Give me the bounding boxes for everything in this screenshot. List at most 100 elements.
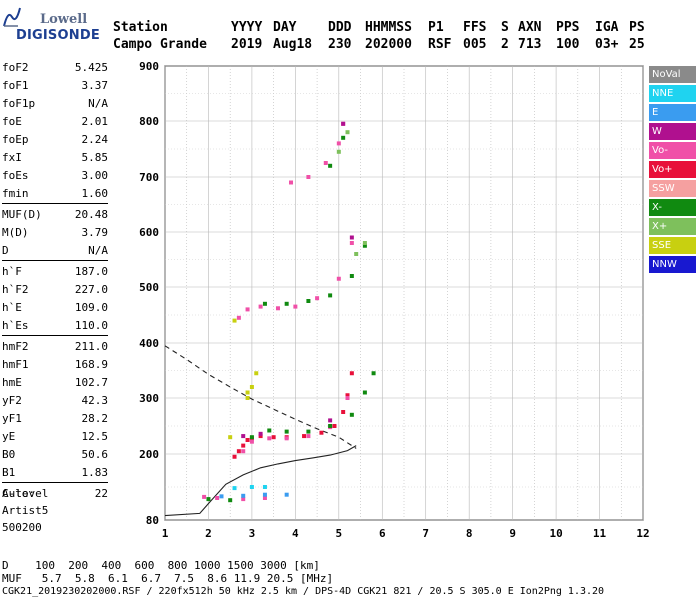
logo-wave-icon (3, 7, 21, 27)
y-tick-label: 500 (139, 281, 159, 294)
echo-point-x- (362, 390, 367, 395)
echo-point-vo- (258, 304, 263, 309)
param-label: foF1p (2, 96, 36, 110)
auto-program: Artist5 (2, 504, 49, 517)
echo-point-vo- (236, 449, 241, 454)
param-label: foF1 (2, 78, 29, 92)
echo-point-x- (362, 241, 367, 245)
echo-point-x- (206, 497, 211, 502)
logo-digisonde-text: DIGISONDE (16, 28, 100, 43)
echo-point-x- (328, 424, 333, 428)
echo-point-x- (249, 435, 254, 440)
auto-scaling-info: Auto: Artist5 500200 (2, 485, 48, 536)
param-label: h`Es (2, 318, 29, 332)
echo-point-vo- (336, 141, 341, 146)
param-divider (2, 203, 108, 204)
param-row: h`F2 227.0 (2, 280, 108, 298)
legend-item-vo-: Vo+ (649, 161, 696, 178)
param-row: B0 50.6 (2, 445, 108, 463)
param-row: yF2 42.3 (2, 391, 108, 409)
x-tick-label: 6 (379, 527, 386, 540)
x-tick-label: 10 (549, 527, 562, 540)
echo-point-e (241, 493, 246, 498)
echo-point-x- (362, 243, 367, 248)
auto-label: Auto: (2, 487, 36, 500)
echo-point-vo- (306, 175, 311, 179)
param-value: 50.6 (81, 447, 109, 461)
echo-point-sse (245, 390, 250, 395)
echo-point-w (349, 235, 354, 240)
echo-point-x- (336, 149, 341, 154)
echo-point-vo- (345, 396, 350, 400)
echo-point-vo- (302, 434, 307, 439)
header-value-6: 005 (463, 37, 487, 52)
param-label: M(D) (2, 225, 29, 239)
echo-point-vo- (262, 496, 267, 500)
echo-point-sse (254, 371, 259, 376)
legend-item-nne: NNE (649, 85, 696, 102)
profile-line-profile (164, 445, 357, 517)
header-value-4: 202000 (365, 37, 412, 52)
param-row: M(D) 3.79 (2, 223, 108, 241)
param-value: 110.0 (74, 318, 108, 332)
param-label: fxI (2, 150, 22, 164)
header-label-6: FFS (463, 20, 487, 35)
param-divider (2, 335, 108, 336)
echo-point-vo- (341, 410, 346, 414)
param-label: yE (2, 429, 16, 443)
y-tick-label: 700 (139, 171, 159, 184)
param-row: foE 2.01 (2, 112, 108, 130)
footer-file-info: CGK21_2019230202000.RSF / 220fx512h 50 k… (2, 586, 605, 597)
legend-item-nnw: NNW (649, 256, 696, 273)
param-value: 22 (94, 486, 108, 500)
param-row: hmF1 168.9 (2, 355, 108, 373)
x-tick-label: 4 (292, 527, 299, 540)
header-label-8: AXN (518, 20, 542, 35)
legend-item-vo-: Vo- (649, 142, 696, 159)
param-label: foE (2, 114, 22, 128)
param-label: h`E (2, 300, 22, 314)
echo-point-vo- (349, 241, 354, 245)
echo-point-nne (262, 485, 267, 489)
param-value: 28.2 (81, 411, 109, 425)
param-value: 3.79 (81, 225, 109, 239)
echo-point-x- (228, 498, 233, 503)
echo-point-e (284, 492, 289, 497)
echo-point-x- (284, 429, 289, 434)
legend-item-noval: NoVal (649, 66, 696, 83)
param-value: 187.0 (74, 264, 108, 278)
param-row: yF1 28.2 (2, 409, 108, 427)
echo-point-vo- (236, 315, 241, 320)
auto-version: 500200 (2, 521, 42, 534)
param-label: hmF2 (2, 339, 29, 353)
echo-point-vo- (319, 430, 324, 435)
x-tick-label: 1 (162, 527, 169, 540)
echo-point-x- (262, 301, 267, 306)
param-value: 168.9 (74, 357, 108, 371)
header-label-0: Station (113, 20, 168, 35)
echo-point-vo- (332, 424, 337, 428)
echo-point-vo- (241, 443, 246, 448)
echo-point-x- (354, 252, 359, 256)
echo-point-vo- (249, 439, 254, 444)
legend-item-x-: X- (649, 199, 696, 216)
y-tick-label: 300 (139, 392, 159, 405)
echo-point-nne (232, 486, 237, 491)
echo-point-vo- (315, 296, 320, 301)
x-tick-label: 9 (509, 527, 516, 540)
echo-point-x- (267, 428, 272, 433)
echo-point-x- (328, 163, 333, 168)
param-row: fmin 1.60 (2, 184, 108, 202)
y-tick-label: 200 (139, 448, 159, 461)
param-value: 1.83 (81, 465, 109, 479)
param-value: N/A (88, 96, 108, 110)
param-label: h`F (2, 264, 22, 278)
header-label-10: IGA (595, 20, 619, 35)
param-value: 2.24 (81, 132, 109, 146)
param-row: hmE 102.7 (2, 373, 108, 391)
param-label: B1 (2, 465, 16, 479)
param-label: foEp (2, 132, 29, 146)
echo-point-w (241, 434, 246, 439)
legend-item-sse: SSE (649, 237, 696, 254)
legend-item-ssw: SSW (649, 180, 696, 197)
